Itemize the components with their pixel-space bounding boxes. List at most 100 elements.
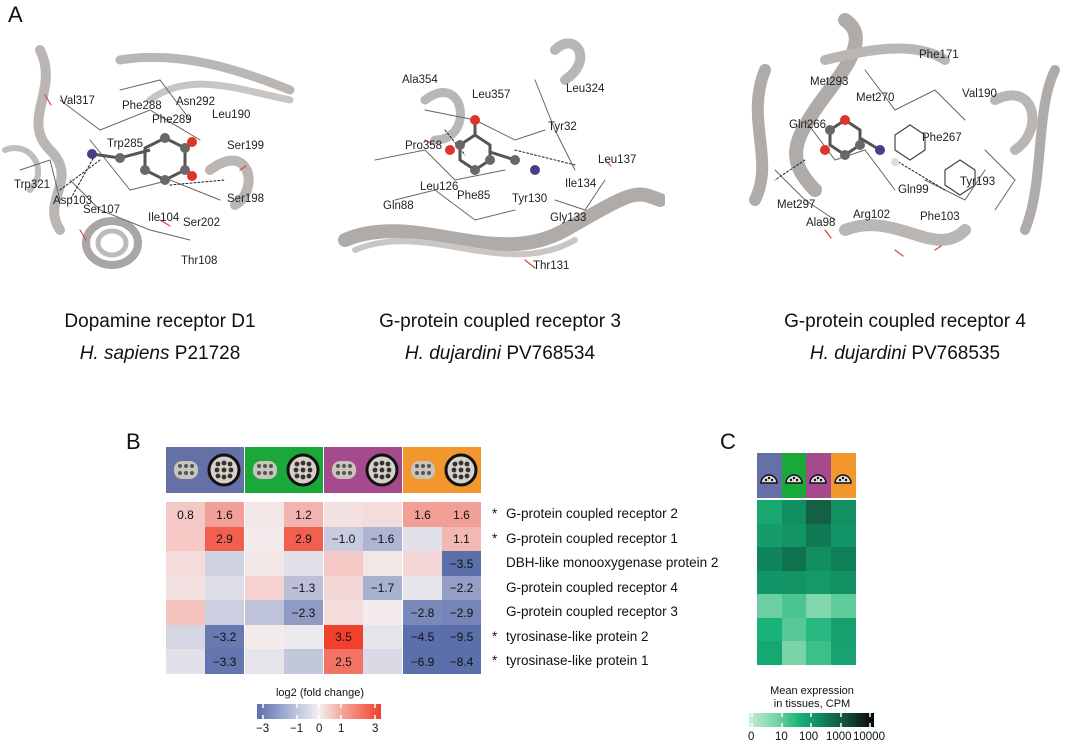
residue-label: Val317	[60, 95, 95, 107]
heatmap-cell	[757, 617, 782, 642]
accession-id: PV768535	[911, 343, 1001, 364]
legend-title: Mean expression in tissues, CPM	[757, 685, 867, 711]
heatmap-cell: −2.2	[442, 575, 481, 601]
legend-tick: 1	[338, 723, 345, 735]
tissue-header	[806, 453, 831, 498]
residue-label: Trp321	[14, 179, 51, 191]
heatmap-cell	[781, 594, 807, 618]
significance-star: *	[492, 506, 498, 521]
colorbar-c	[749, 713, 874, 727]
heatmap-cell	[757, 523, 782, 548]
residue-label: Tyr130	[512, 193, 548, 205]
gene-name: G-protein coupled receptor 1	[506, 530, 678, 546]
residue-label: Gln99	[898, 184, 929, 196]
residue-label: Leu357	[472, 89, 511, 101]
heatmap-cell: −1.3	[284, 575, 323, 601]
tissue-icon	[411, 453, 478, 487]
heatmap-cell	[324, 502, 363, 527]
residue-label: Leu324	[566, 83, 605, 95]
accession-id: PV768534	[506, 343, 596, 364]
heatmap-cell	[363, 624, 402, 650]
heatmap-cell	[284, 649, 323, 674]
legend-title-line2: in tissues, CPM	[773, 698, 851, 710]
heatmap-cell	[245, 649, 284, 674]
residue-label: Ser202	[183, 217, 221, 229]
heatmap-cell	[781, 617, 807, 642]
heatmap-cell	[757, 641, 782, 665]
row-label: DBH-like monooxygenase protein 2	[492, 555, 718, 570]
residue-label: Ser199	[227, 140, 265, 152]
residue-label: Met297	[777, 199, 816, 211]
structure-subtitle: H. dujardini PV768535	[760, 343, 1050, 365]
tissue-icon	[760, 474, 778, 484]
panel-label-c: C	[720, 429, 736, 454]
heatmap-cell	[166, 600, 205, 625]
colorbar-ticks	[262, 704, 376, 719]
colorbar-b	[257, 704, 381, 719]
heatmap-cell	[806, 617, 831, 642]
heatmap-cell: −9.5	[442, 624, 481, 650]
tissue-header	[830, 453, 856, 498]
tissue-icon	[332, 453, 399, 487]
legend-title: log2 (fold change)	[275, 687, 365, 699]
row-label: G-protein coupled receptor 4	[492, 580, 678, 595]
residue-label: Gln88	[383, 200, 414, 212]
heatmap-cell	[781, 523, 807, 548]
heatmap-cell	[363, 502, 402, 527]
gene-name: tyrosinase-like protein 1	[506, 653, 649, 668]
tissue-header	[324, 447, 402, 493]
heatmap-cell	[781, 570, 807, 595]
heatmap-cell	[403, 526, 442, 552]
residue-label: Phe171	[919, 49, 959, 61]
tissue-icon	[174, 453, 241, 487]
legend-tick: 0	[748, 731, 755, 743]
heatmap-cell: 1.2	[284, 502, 323, 527]
residue-label: Met293	[810, 76, 849, 88]
row-label: G-protein coupled receptor 3	[492, 604, 678, 619]
structure-subtitle: H. dujardini PV768534	[340, 343, 660, 365]
species-name: H. sapiens	[79, 343, 170, 364]
gene-name: G-protein coupled receptor 4	[506, 579, 678, 595]
heatmap-cell	[757, 547, 782, 571]
heatmap-cell	[166, 575, 205, 601]
heatmap-cell	[806, 500, 831, 524]
tissue-icon	[833, 474, 852, 484]
residue-label: Tyr32	[548, 121, 577, 133]
heatmap-cell: 1.1	[442, 526, 481, 552]
residue-label: Pro358	[405, 140, 443, 152]
residue-label: Asp103	[53, 195, 93, 207]
heatmap-cell	[830, 641, 856, 665]
legend-tick: −1	[290, 723, 304, 735]
heatmap-cell	[284, 551, 323, 576]
heatmap-cell	[324, 575, 363, 601]
residue-label: Thr108	[181, 255, 218, 267]
residue-label: Phe267	[922, 132, 962, 144]
heatmap-cell	[205, 575, 244, 601]
tissue-header	[781, 453, 807, 498]
heatmap-cell: 2.9	[205, 526, 244, 552]
heatmap-cell	[806, 547, 831, 571]
heatmap-cell	[830, 500, 856, 524]
heatmap-cell	[245, 624, 284, 650]
heatmap-cell	[830, 617, 856, 642]
heatmap-cell	[245, 526, 284, 552]
gene-name: DBH-like monooxygenase protein 2	[506, 555, 719, 570]
heatmap-cell: 1.6	[403, 502, 442, 527]
row-label: * tyrosinase-like protein 1	[492, 653, 649, 668]
legend-tick: 1000	[826, 731, 852, 743]
tissue-header	[757, 453, 782, 498]
heatmap-cell: 3.5	[324, 624, 363, 650]
residue-label: Met270	[856, 92, 895, 104]
legend-tick: −3	[256, 723, 270, 735]
residue-label: Gln266	[789, 119, 827, 131]
residue-label: Tyr193	[960, 176, 996, 188]
heatmap-cell	[806, 641, 831, 665]
heatmap-cell	[166, 526, 205, 552]
tissue-icon	[253, 453, 320, 487]
significance-star: *	[492, 530, 498, 546]
legend-title-line1: Mean expression	[770, 685, 854, 697]
legend-tick: 10000	[853, 731, 885, 743]
heatmap-cell: −8.4	[442, 649, 481, 674]
heatmap-cell	[166, 624, 205, 650]
panel-label-b: B	[126, 429, 141, 454]
